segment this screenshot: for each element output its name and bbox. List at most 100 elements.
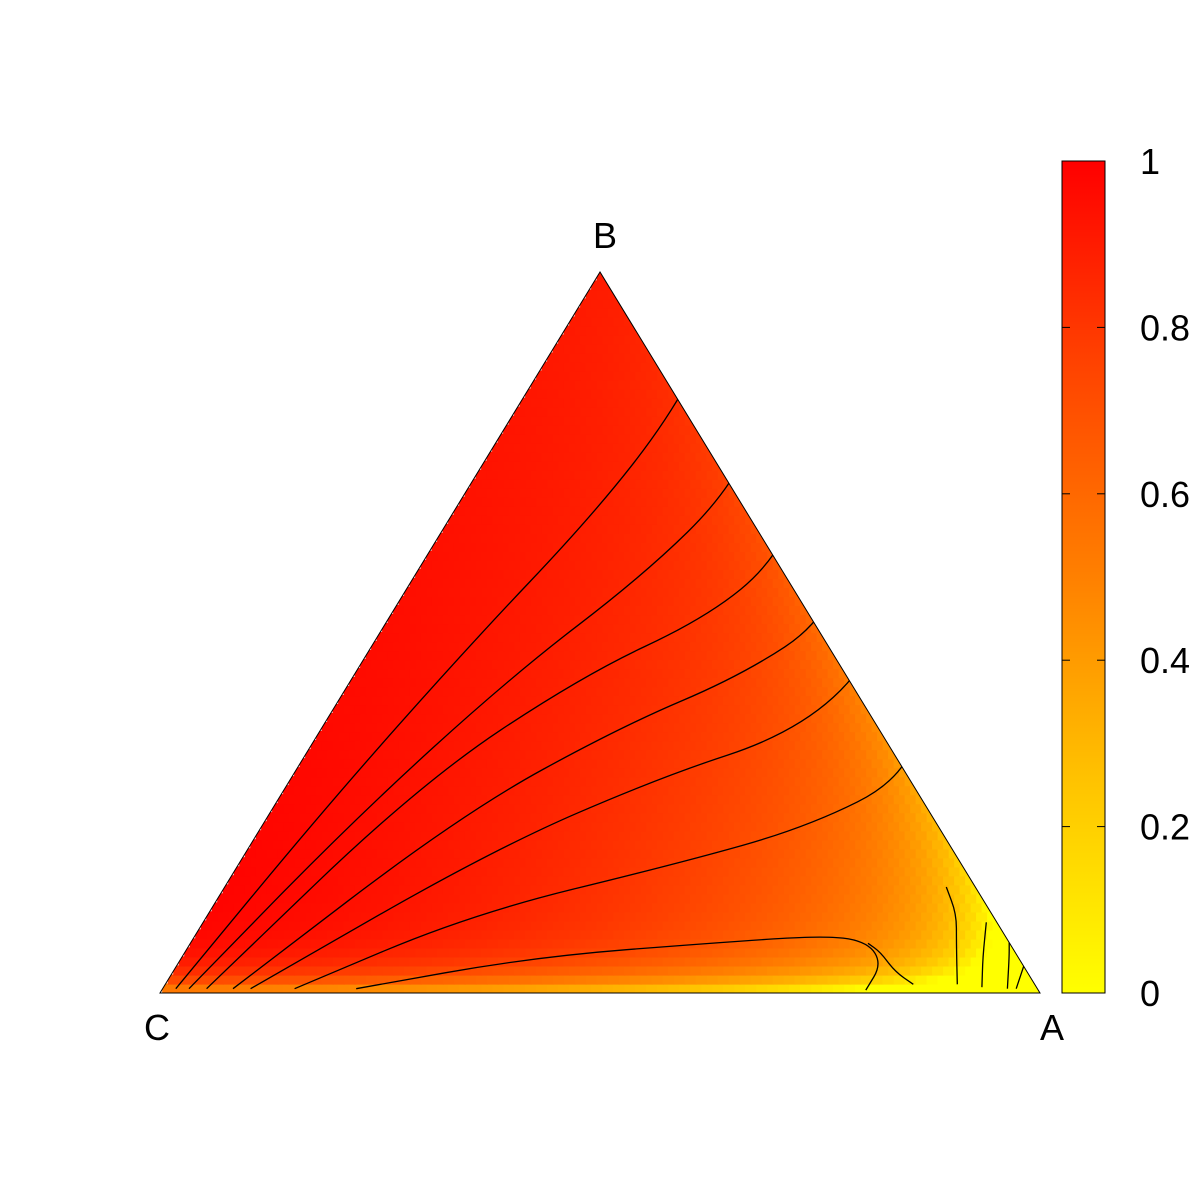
heatmap-cell [536,370,549,381]
heatmap-cell [750,595,763,606]
heatmap-cell [844,875,857,886]
heatmap-cell [673,776,686,787]
heatmap-cell [519,794,532,805]
heatmap-cell [679,875,692,886]
heatmap-cell [756,749,769,760]
heatmap-cell [558,514,571,525]
heatmap-cell [519,649,532,661]
heatmap-cell [596,577,609,588]
heatmap-cell [1003,956,1016,967]
heatmap-cell [921,983,934,993]
heatmap-cell [536,514,549,525]
heatmap-cell [965,893,978,904]
heatmap-cell [448,713,461,724]
heatmap-cell [767,568,780,579]
heatmap-cell [574,379,587,390]
heatmap-cell [596,776,609,787]
heatmap-cell [827,830,840,841]
heatmap-cell [409,649,422,661]
heatmap-cell [591,893,604,904]
heatmap-cell [602,334,615,345]
heatmap-cell [574,487,587,498]
heatmap-cell [387,866,400,877]
heatmap-cell [431,668,444,679]
heatmap-cell [662,812,675,823]
heatmap-cell [541,649,554,661]
heatmap-cell [349,821,362,832]
heatmap-cell [525,947,538,958]
heatmap-cell [563,956,576,967]
heatmap-cell [783,722,796,733]
heatmap-cell [580,911,593,922]
heatmap-cell [541,487,554,498]
heatmap-cell [976,947,989,958]
heatmap-cell [635,514,648,525]
heatmap-cell [607,830,620,841]
heatmap-cell [508,505,521,516]
heatmap-cell [217,929,230,940]
heatmap-cell [811,947,824,958]
heatmap-cell [684,704,697,715]
heatmap-cell [860,956,873,967]
heatmap-cell [794,812,807,823]
heatmap-cell [580,586,593,597]
heatmap-cell [778,929,791,940]
heatmap-cell [772,902,785,913]
heatmap-cell [338,749,351,760]
heatmap-cell [349,929,362,940]
heatmap-cell [503,496,516,507]
heatmap-cell [332,794,345,805]
heatmap-cell [739,595,752,606]
heatmap-cell [734,514,747,525]
heatmap-cell [305,749,318,760]
heatmap-cell [486,577,499,588]
heatmap-cell [492,568,505,579]
heatmap-cell [657,893,670,904]
heatmap-cell [338,785,351,796]
heatmap-cell [932,857,945,868]
heatmap-cell [596,974,609,985]
heatmap-cell [706,631,719,643]
heatmap-cell [943,911,956,922]
colorbar-tick-label: 0.6 [1140,474,1190,515]
heatmap-cell [888,947,901,958]
heatmap-cell [893,830,906,841]
heatmap-cell [679,424,692,435]
heatmap-cell [558,839,571,850]
heatmap-cell [563,505,576,516]
heatmap-cell [371,875,384,886]
heatmap-cell [591,568,604,579]
heatmap-cell [222,938,235,949]
heatmap-cell [250,929,263,940]
heatmap-cell [904,866,917,877]
heatmap-cell [415,658,428,670]
heatmap-cell [618,668,631,679]
heatmap-cell [409,956,422,967]
heatmap-cell [591,442,604,453]
heatmap-cell [398,794,411,805]
heatmap-cell [717,649,730,661]
heatmap-cell [640,397,653,408]
heatmap-cell [651,848,664,859]
heatmap-cell [640,469,653,480]
heatmap-cell [569,821,582,832]
heatmap-cell [624,713,637,724]
heatmap-cell [739,956,752,967]
heatmap-cell [712,983,725,993]
heatmap-cell [789,875,802,886]
heatmap-cell [503,532,516,543]
heatmap-cell [613,532,626,543]
heatmap-cell [673,704,686,715]
heatmap-cell [728,758,741,769]
heatmap-cell [481,947,494,958]
heatmap-cell [426,713,439,724]
heatmap-cell [547,695,560,706]
heatmap-cell [838,812,851,823]
heatmap-cell [585,830,598,841]
heatmap-cell [624,767,637,778]
heatmap-cell [310,794,323,805]
heatmap-cell [739,668,752,679]
heatmap-cell [640,451,653,462]
heatmap-cell [761,884,774,895]
heatmap-cell [943,947,956,958]
